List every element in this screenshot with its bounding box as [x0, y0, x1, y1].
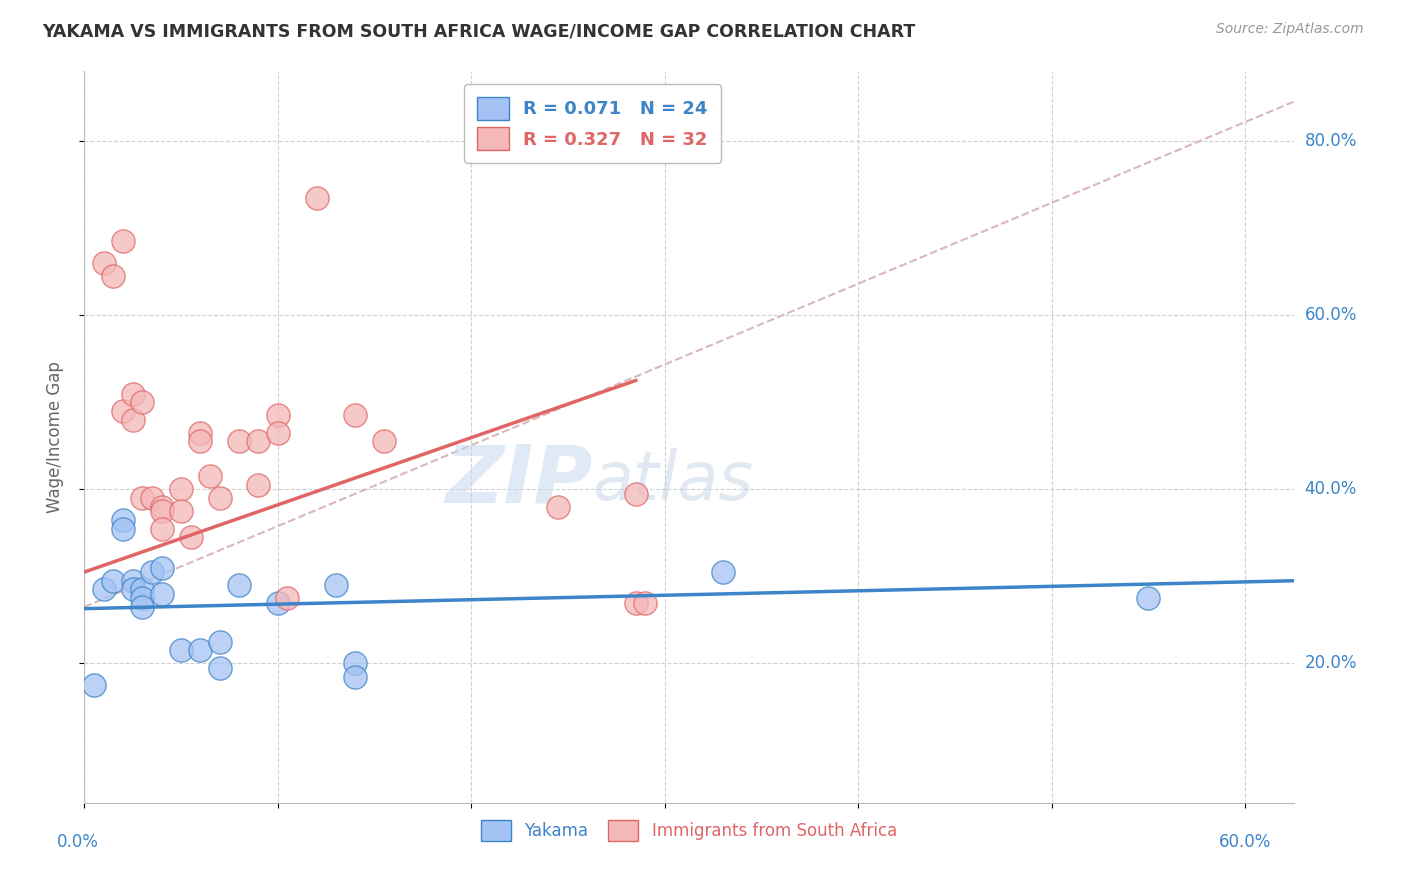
Point: [228, 578, 250, 592]
Point: [373, 434, 395, 449]
Point: [170, 504, 193, 518]
Point: [103, 268, 125, 283]
Point: [190, 643, 212, 657]
Y-axis label: Wage/Income Gap: Wage/Income Gap: [45, 361, 63, 513]
Point: [83, 678, 105, 692]
Point: [344, 657, 367, 671]
Point: [276, 591, 298, 606]
Point: [112, 513, 135, 527]
Point: [1137, 591, 1160, 606]
Point: [141, 565, 163, 579]
Text: 60.0%: 60.0%: [1219, 833, 1271, 851]
Point: [624, 486, 647, 500]
Point: [93, 256, 115, 270]
Point: [247, 434, 270, 449]
Point: [93, 582, 115, 597]
Point: [190, 434, 212, 449]
Point: [150, 504, 173, 518]
Text: Source: ZipAtlas.com: Source: ZipAtlas.com: [1216, 22, 1364, 37]
Point: [198, 469, 221, 483]
Point: [141, 491, 163, 505]
Point: [121, 574, 143, 588]
Point: [624, 595, 647, 609]
Point: [121, 582, 143, 597]
Point: [228, 434, 250, 449]
Point: [150, 560, 173, 574]
Point: [131, 491, 153, 505]
Point: [208, 491, 231, 505]
Point: [325, 578, 347, 592]
Point: [170, 483, 193, 497]
Point: [634, 595, 657, 609]
Point: [344, 669, 367, 683]
Point: [150, 521, 173, 535]
Point: [711, 565, 734, 579]
Point: [190, 425, 212, 440]
Point: [208, 634, 231, 648]
Point: [131, 591, 153, 606]
Text: 40.0%: 40.0%: [1305, 480, 1357, 499]
Point: [131, 599, 153, 614]
Point: [247, 478, 270, 492]
Point: [267, 595, 290, 609]
Point: [150, 500, 173, 514]
Text: ZIP: ZIP: [444, 442, 592, 520]
Point: [547, 500, 569, 514]
Text: 20.0%: 20.0%: [1305, 655, 1357, 673]
Point: [112, 404, 135, 418]
Point: [131, 582, 153, 597]
Point: [121, 386, 143, 401]
Point: [112, 521, 135, 535]
Point: [208, 661, 231, 675]
Point: [103, 574, 125, 588]
Point: [305, 191, 328, 205]
Point: [112, 234, 135, 248]
Point: [267, 409, 290, 423]
Point: [180, 530, 202, 544]
Point: [150, 587, 173, 601]
Text: 0.0%: 0.0%: [56, 833, 98, 851]
Point: [267, 425, 290, 440]
Point: [121, 412, 143, 426]
Point: [170, 643, 193, 657]
Legend: Yakama, Immigrants from South Africa: Yakama, Immigrants from South Africa: [472, 811, 905, 849]
Text: YAKAMA VS IMMIGRANTS FROM SOUTH AFRICA WAGE/INCOME GAP CORRELATION CHART: YAKAMA VS IMMIGRANTS FROM SOUTH AFRICA W…: [42, 22, 915, 40]
Point: [131, 395, 153, 409]
Text: atlas: atlas: [592, 448, 754, 514]
Point: [344, 409, 367, 423]
Text: 60.0%: 60.0%: [1305, 306, 1357, 324]
Text: 80.0%: 80.0%: [1305, 132, 1357, 150]
